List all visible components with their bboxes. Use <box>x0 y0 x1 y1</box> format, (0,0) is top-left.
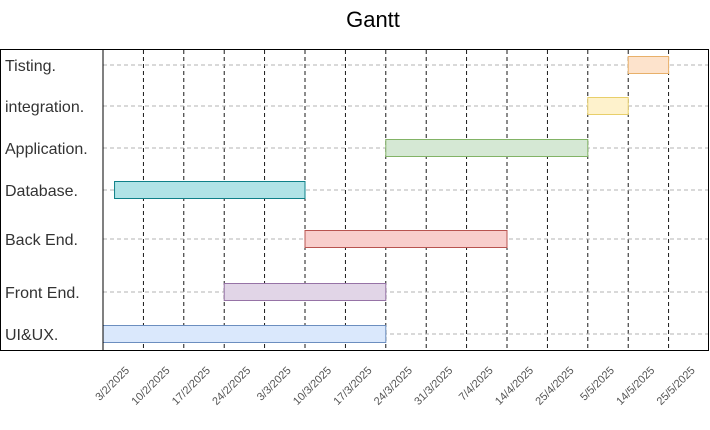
x-tick-label: 25/4/2025 <box>533 365 576 408</box>
task-bar <box>627 56 670 74</box>
task-bar <box>114 181 306 199</box>
x-tick-label: 14/4/2025 <box>493 365 536 408</box>
task-label: Back End. <box>5 232 78 249</box>
x-tick-label: 7/4/2025 <box>457 365 496 404</box>
x-tick-label: 17/2/2025 <box>170 365 213 408</box>
task-bar <box>587 97 629 115</box>
x-tick-label: 10/3/2025 <box>291 365 334 408</box>
x-tick-label: 25/5/2025 <box>655 365 698 408</box>
task-label: Application. <box>5 141 88 158</box>
task-label: Front End. <box>5 285 80 302</box>
task-bar <box>385 139 589 157</box>
task-label: UI&UX. <box>5 327 58 344</box>
x-tick-label: 14/5/2025 <box>614 365 657 408</box>
x-tick-label: 10/2/2025 <box>129 365 172 408</box>
task-bar <box>304 230 508 248</box>
chart-frame <box>0 49 709 351</box>
task-bar <box>102 325 387 343</box>
task-label: Database. <box>5 183 78 200</box>
chart-title: Gantt <box>346 7 400 32</box>
x-tick-label: 17/3/2025 <box>331 365 374 408</box>
x-tick-label: 24/3/2025 <box>372 365 415 408</box>
bar-layer <box>102 56 670 343</box>
x-tick-label: 3/3/2025 <box>255 365 294 404</box>
task-label: Tisting. <box>5 58 56 75</box>
task-bar <box>223 283 387 301</box>
x-tick-label: 5/5/2025 <box>578 365 617 404</box>
task-label-layer: Tisting. integration. Application. Database… <box>5 58 88 344</box>
task-label: integration. <box>5 99 84 116</box>
x-tick-label: 3/2/2025 <box>93 365 132 404</box>
grid-layer <box>102 50 708 350</box>
x-tick-label: 24/2/2025 <box>210 365 253 408</box>
x-tick-label: 31/3/2025 <box>412 365 455 408</box>
